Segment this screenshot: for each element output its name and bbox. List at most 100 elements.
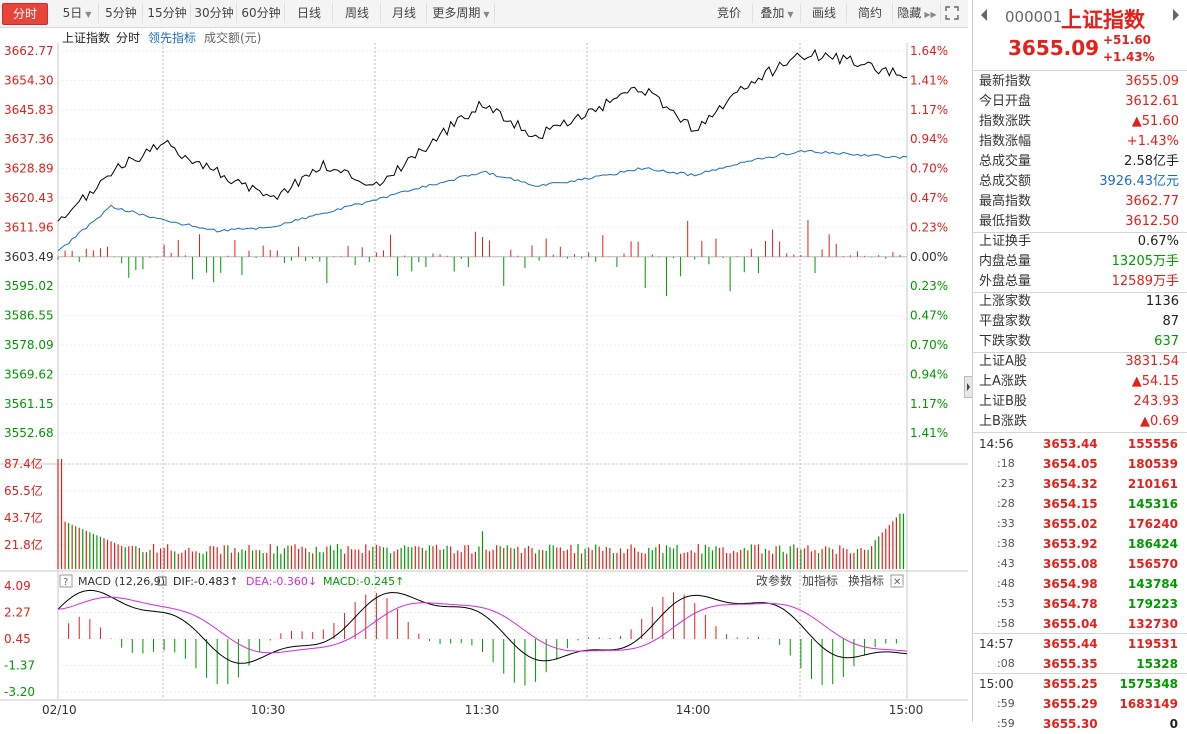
tool-4[interactable]: 简约	[848, 3, 893, 23]
prev-stock-icon[interactable]	[979, 8, 989, 25]
quote-label: 指数涨跌	[979, 114, 1032, 129]
tick-time: :38	[997, 537, 1015, 550]
add-indicator-button: 加指标	[802, 573, 838, 588]
tool-2[interactable]: 叠加 ▼	[754, 3, 801, 23]
tick-volume: 210161	[1127, 477, 1178, 491]
tick-volume: 180539	[1127, 457, 1178, 471]
expand-icon[interactable]	[944, 5, 960, 21]
quote-label: 上证换手	[979, 234, 1032, 249]
tab-3[interactable]: 5分钟	[100, 3, 143, 23]
stock-name: 上证指数	[1061, 8, 1145, 32]
tick-price: 3655.04	[1043, 617, 1098, 631]
tab-label: 周线	[344, 6, 369, 20]
tick-volume: 176240	[1127, 517, 1178, 531]
chevron-down-icon: ▼	[85, 10, 92, 19]
quote-row: 上B涨跌 ▲0.69	[979, 412, 1185, 432]
quote-label: 今日开盘	[979, 94, 1032, 109]
switch-indicator-button: 换指标	[848, 573, 884, 588]
tick-price: 3655.44	[1043, 637, 1098, 651]
time-axis-label: 15:00	[889, 703, 924, 717]
tool-1[interactable]: 竞价	[706, 3, 753, 23]
tab-5[interactable]: 30分钟	[192, 3, 237, 23]
quote-row: 上证换手 0.67%	[979, 232, 1185, 252]
tick-price: 3653.92	[1043, 537, 1098, 551]
divider	[973, 232, 1187, 233]
volume-tick-label: 21.8亿	[4, 537, 43, 552]
price-tick-label: 3645.83	[4, 103, 54, 117]
divider	[973, 673, 1187, 674]
tick-volume: 156570	[1127, 557, 1178, 571]
tick-time: :58	[997, 617, 1015, 630]
pct-tick-label: 1.17%	[910, 397, 948, 411]
price-tick-label: 3611.96	[4, 220, 54, 234]
tick-row: 15:00 3655.25 1575348	[973, 674, 1187, 694]
price-tick-label: 3603.49	[4, 250, 54, 264]
pct-tick-label: 0.00%	[910, 250, 948, 264]
volume-tick-label: 65.5亿	[4, 483, 43, 498]
pct-tick-label: 1.17%	[910, 103, 948, 117]
pct-tick-label: 0.94%	[910, 367, 948, 381]
quote-value: ▲0.69	[1140, 414, 1179, 429]
macd-value: MACD:-0.245↑	[323, 575, 404, 588]
period-toolbar: 分时 5日 ▼ 5分钟 15分钟 30分钟 60分钟 日线 周线 月线 更多周期 ▼ 竞价 叠加 ▼ 画线 简约…	[0, 0, 968, 28]
tab-4[interactable]: 15分钟	[144, 3, 191, 23]
tool-3[interactable]: 画线	[802, 3, 847, 23]
tool-label: 隐藏	[897, 6, 922, 20]
chart-svg[interactable]: 上证指数 分时 领先指标 成交额(元) 3662.77 1.64% 3654.30 1.41%…	[0, 27, 968, 722]
pct-tick-label: 0.94%	[910, 132, 948, 146]
pct-tick-label: 0.23%	[910, 279, 948, 293]
tab-10[interactable]: 更多周期 ▼	[428, 3, 495, 23]
tab-9[interactable]: 月线	[382, 3, 427, 23]
tick-price: 3653.44	[1043, 437, 1098, 451]
divider	[973, 352, 1187, 353]
quote-value: +1.43%	[1126, 134, 1179, 149]
chart-area[interactable]: 上证指数 分时 领先指标 成交额(元) 3662.77 1.64% 3654.30 1.41%…	[0, 27, 968, 722]
macd-tick-label: 4.09	[4, 579, 31, 593]
tab-label: 分时	[12, 7, 37, 21]
tab-8[interactable]: 周线	[334, 3, 381, 23]
macd-dif: DIF:-0.483↑	[173, 575, 239, 588]
tab-6[interactable]: 60分钟	[238, 3, 285, 23]
question-icon-glyph: ?	[63, 577, 68, 588]
price-change: +51.60	[1103, 33, 1152, 47]
quote-value: ▲51.60	[1131, 114, 1179, 129]
quote-row: 上涨家数 1136	[979, 292, 1185, 312]
dea-line	[57, 596, 908, 654]
quote-label: 外盘总量	[979, 274, 1032, 289]
tab-2[interactable]: 5日 ▼	[56, 3, 99, 23]
tick-row: :28 3654.15 145316	[973, 494, 1187, 514]
tab-label: 30分钟	[194, 6, 234, 20]
price-tick-label: 3569.62	[4, 367, 54, 381]
double-arrow-icon: ▶▶	[924, 10, 937, 19]
tick-volume: 1575348	[1119, 677, 1178, 691]
tab-label: 5分钟	[105, 6, 137, 20]
volume-label: 成交额(元)	[204, 30, 261, 45]
tab-1[interactable]: 分时	[2, 3, 48, 25]
tab-7[interactable]: 日线	[286, 3, 333, 23]
quote-panel: 000001 上证指数 3655.09 +51.60 +1.43% 最新指数 36…	[972, 0, 1187, 731]
tick-time: :33	[997, 517, 1015, 530]
macd-tick-label: 2.27	[4, 606, 31, 620]
tool-label: 简约	[857, 6, 882, 20]
tab-label: 60分钟	[241, 6, 281, 20]
tick-volume: 132730	[1127, 617, 1178, 631]
tick-price: 3655.08	[1043, 557, 1098, 571]
price-tick-label: 3662.77	[4, 44, 54, 58]
tool-5[interactable]: 隐藏 ▶▶	[894, 3, 941, 23]
next-stock-icon[interactable]	[1171, 8, 1181, 25]
tick-time: :43	[997, 557, 1015, 570]
tick-price: 3654.15	[1043, 497, 1098, 511]
change-params-button: 改参数	[756, 573, 792, 588]
quote-label: 总成交额	[979, 174, 1032, 189]
tick-price: 3655.30	[1043, 717, 1098, 731]
quote-value: 0.67%	[1137, 234, 1179, 249]
quote-value: 3655.09	[1125, 74, 1179, 89]
pct-tick-label: 0.47%	[910, 191, 948, 205]
quote-value: ▲54.15	[1131, 374, 1179, 389]
quote-value: 13205万手	[1111, 254, 1179, 269]
price-tick-label: 3561.15	[4, 397, 54, 411]
quote-value: 637	[1154, 334, 1179, 349]
pct-tick-label: 0.47%	[910, 309, 948, 323]
pct-tick-label: 0.70%	[910, 162, 948, 176]
divider	[973, 432, 1187, 433]
